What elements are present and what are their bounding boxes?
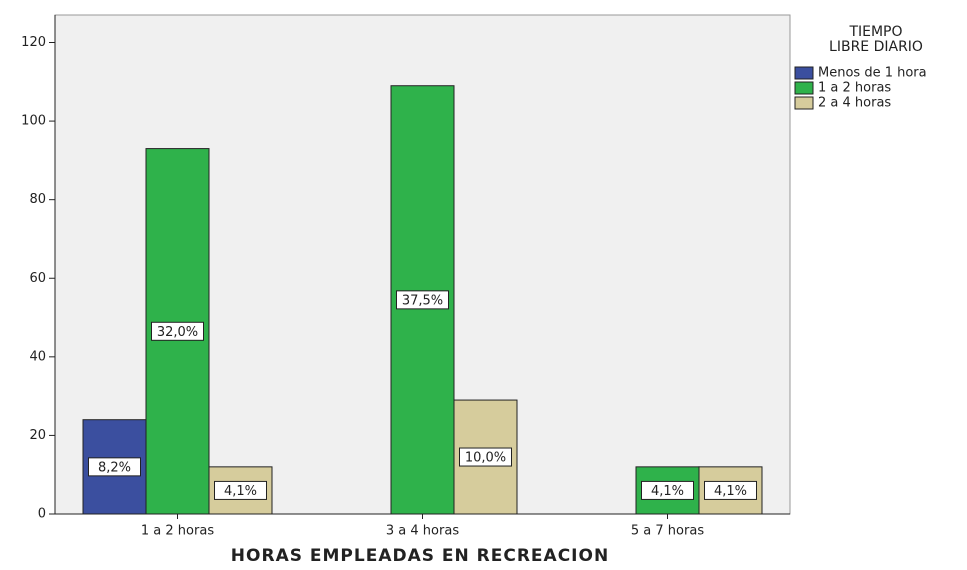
- legend-swatch: [794, 96, 814, 110]
- label-box: [396, 290, 449, 310]
- label-box: [641, 480, 694, 500]
- y-tick-label: 60: [29, 271, 46, 286]
- legend-title: TIEMPO: [848, 24, 902, 40]
- data-label: 4,1%: [714, 484, 747, 499]
- x-axis-title: HORAS EMPLEADAS EN RECREACION: [231, 546, 609, 566]
- label-box: [88, 457, 141, 477]
- legend-label: Menos de 1 hora: [818, 66, 927, 81]
- data-label: 37,5%: [402, 293, 443, 308]
- legend-swatch: [794, 66, 814, 80]
- label-box: [151, 321, 204, 341]
- y-tick-label: 40: [29, 349, 46, 364]
- data-label: 4,1%: [651, 484, 684, 499]
- data-label: 32,0%: [157, 325, 198, 340]
- x-tick-label: 1 a 2 horas: [141, 524, 214, 539]
- legend-title: LIBRE DIARIO: [829, 39, 923, 55]
- x-tick-label: 3 a 4 horas: [386, 524, 459, 539]
- label-box: [459, 447, 512, 467]
- x-tick-label: 5 a 7 horas: [631, 524, 704, 539]
- y-tick-label: 20: [29, 428, 46, 443]
- data-label: 10,0%: [465, 451, 506, 466]
- label-box: [214, 480, 267, 500]
- y-tick-label: 80: [29, 192, 46, 207]
- y-tick-label: 0: [38, 507, 46, 522]
- legend-swatch: [794, 81, 814, 95]
- data-label: 8,2%: [98, 460, 131, 475]
- legend-label: 2 a 4 horas: [818, 96, 891, 111]
- y-tick-label: 120: [21, 35, 46, 50]
- legend-label: 1 a 2 horas: [818, 81, 891, 96]
- y-tick-label: 100: [21, 114, 46, 129]
- label-box: [704, 480, 757, 500]
- data-label: 4,1%: [224, 484, 257, 499]
